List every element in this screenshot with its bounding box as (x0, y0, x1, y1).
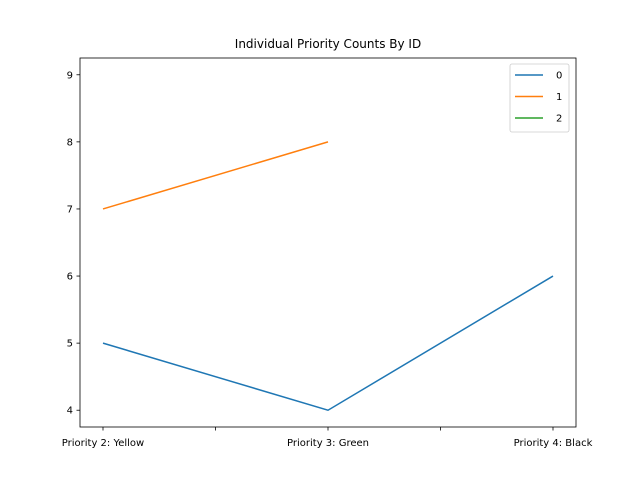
legend-label: 2 (556, 114, 562, 125)
series-line-1 (102, 141, 329, 210)
legend-box (509, 63, 570, 133)
y-tick-label: 8 (67, 137, 73, 148)
y-tick-label: 7 (67, 204, 73, 215)
y-tick-label: 6 (67, 272, 73, 283)
y-tick-label: 9 (67, 70, 73, 81)
legend: 0 1 2 (509, 63, 570, 133)
y-tick-label: 4 (67, 406, 73, 417)
series-line-0 (102, 275, 554, 412)
chart-title: Individual Priority Counts By ID (235, 37, 421, 51)
x-tick-label: Priority 3: Green (287, 438, 369, 449)
x-tick-label: Priority 2: Yellow (62, 438, 144, 449)
legend-label: 1 (556, 92, 562, 103)
y-tick-label: 5 (67, 339, 73, 350)
legend-label: 0 (556, 71, 562, 82)
x-tick-label: Priority 4: Black (514, 438, 593, 449)
plot-area: 4 5 6 7 8 9 Priority 2: Yellow Priority 3: Gree… (62, 70, 593, 449)
axes-frame (79, 57, 577, 428)
